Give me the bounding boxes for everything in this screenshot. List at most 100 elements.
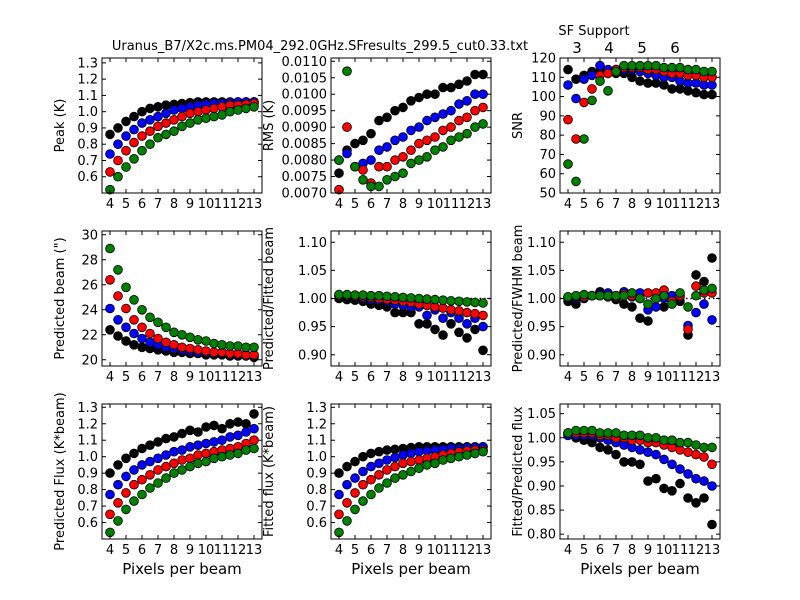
- y-tick-label: 0.0080: [282, 154, 328, 169]
- data-point: [438, 455, 448, 465]
- data-point: [422, 115, 432, 126]
- data-point: [129, 137, 139, 148]
- data-point: [350, 290, 360, 300]
- data-point: [699, 66, 709, 77]
- y-tick-label: 1.3: [77, 401, 98, 416]
- data-point: [667, 62, 677, 73]
- x-tick-label: 9: [415, 543, 423, 558]
- data-point: [209, 338, 219, 349]
- data-point: [153, 333, 163, 344]
- data-point: [137, 474, 147, 485]
- data-point: [587, 95, 597, 106]
- data-point: [603, 68, 613, 79]
- x-tick-label: 6: [367, 543, 375, 558]
- data-point: [137, 460, 147, 470]
- data-point: [595, 290, 605, 301]
- data-point: [233, 448, 243, 459]
- x-tick-label: 8: [628, 197, 636, 212]
- data-point: [619, 299, 629, 309]
- data-point: [422, 460, 432, 470]
- data-point: [382, 478, 392, 488]
- data-point: [169, 468, 179, 478]
- data-point: [683, 447, 693, 458]
- data-point: [217, 451, 227, 462]
- data-point: [161, 450, 171, 460]
- data-point: [249, 443, 259, 454]
- data-point: [350, 161, 360, 172]
- data-point: [161, 433, 171, 444]
- data-point: [201, 422, 211, 432]
- data-point: [193, 115, 203, 125]
- x-tick-label: 11: [672, 370, 689, 385]
- y-tick-label: 1.05: [527, 407, 556, 422]
- x-tick-label: 10: [656, 370, 673, 385]
- data-point: [675, 478, 685, 489]
- x-tick-label: 6: [596, 197, 604, 212]
- data-point: [667, 84, 677, 94]
- x-tick-label: 7: [612, 197, 620, 212]
- data-point: [129, 339, 139, 350]
- data-point: [177, 342, 187, 353]
- data-point: [121, 453, 131, 464]
- data-point: [105, 243, 115, 254]
- data-point: [113, 479, 123, 490]
- data-point: [358, 135, 368, 146]
- data-point: [366, 128, 376, 139]
- y-tick-label: 70: [539, 148, 556, 163]
- data-point: [454, 115, 464, 126]
- data-point: [651, 473, 661, 484]
- data-point: [185, 453, 195, 464]
- subplot-3: 4 5 6 7 8 9 10 11 12 13 50 60 70 80 90 100 110 120 SNR: [511, 52, 721, 212]
- data-point: [193, 334, 203, 345]
- data-point: [350, 473, 360, 483]
- y-axis-label: Fitted/Predicted flux: [511, 406, 526, 537]
- data-point: [683, 64, 693, 75]
- data-point: [659, 302, 669, 312]
- data-point: [390, 291, 400, 302]
- data-point: [249, 423, 259, 434]
- data-point: [627, 457, 637, 467]
- x-tick-label: 5: [351, 543, 359, 558]
- x-tick-label: 9: [415, 370, 423, 385]
- data-point: [249, 102, 259, 112]
- x-tick-label: 7: [154, 543, 162, 558]
- x-tick-label: 7: [154, 197, 162, 212]
- data-point: [113, 460, 123, 470]
- data-point: [478, 321, 488, 332]
- data-point: [129, 479, 139, 490]
- data-point: [129, 328, 139, 339]
- data-point: [595, 60, 605, 71]
- x-tick-label: 11: [214, 197, 231, 212]
- subplot-grid: 4 5 6 7 8 9 10 11 12 130.60.70.80.91.01.11.21.3Pe…: [53, 52, 721, 578]
- y-tick-label: 0.90: [298, 348, 327, 363]
- data-point: [462, 112, 472, 123]
- data-point: [137, 118, 147, 128]
- data-point: [382, 291, 392, 302]
- data-point: [161, 322, 171, 333]
- data-point: [129, 294, 139, 305]
- data-point: [643, 447, 653, 458]
- y-tick-label: 0.95: [527, 320, 556, 335]
- data-point: [193, 458, 203, 469]
- legend-title: SF Support: [558, 24, 629, 39]
- subplot-8: 4 5 6 7 8 9 10 11 12 13 0.60.7 0.80.9 1.01.1 1.21.3 Fi…: [262, 401, 492, 578]
- data-point: [161, 473, 171, 483]
- data-point: [225, 418, 235, 429]
- x-tick-label: 6: [367, 197, 375, 212]
- data-point: [249, 435, 259, 446]
- data-point: [691, 281, 701, 291]
- data-point: [390, 171, 400, 182]
- data-point: [563, 80, 573, 90]
- data-point: [454, 79, 464, 90]
- data-point: [161, 100, 171, 110]
- data-point: [651, 60, 661, 71]
- data-point: [587, 84, 597, 94]
- data-point: [374, 145, 384, 156]
- y-tick-label: 0.0095: [282, 104, 328, 119]
- data-point: [209, 453, 219, 464]
- data-point: [113, 497, 123, 508]
- data-point: [470, 69, 480, 80]
- data-point: [113, 331, 123, 341]
- data-point: [619, 290, 629, 301]
- data-point: [667, 435, 677, 446]
